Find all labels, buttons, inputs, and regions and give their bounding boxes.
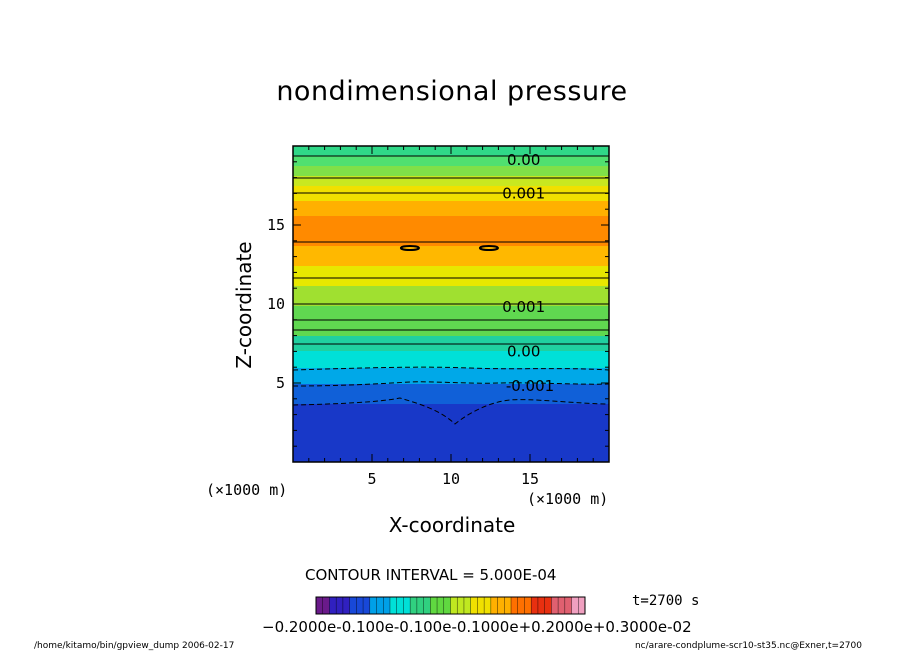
contour-label: 0.001	[502, 298, 545, 316]
colorbar-cell	[336, 597, 344, 614]
x-tick-label: 15	[521, 470, 539, 488]
field-band	[293, 201, 609, 216]
colorbar-cell	[389, 597, 397, 614]
contour-interval: CONTOUR INTERVAL = 5.000E-04	[305, 566, 557, 584]
contour-blob	[478, 245, 499, 251]
x-axis-label-text: X-coordinate	[388, 513, 516, 537]
field-band	[293, 246, 609, 266]
field-band	[293, 351, 609, 368]
contour-blob	[399, 245, 420, 251]
colorbar-cell	[410, 597, 418, 614]
contour-line-dashed	[292, 366, 610, 371]
colorbar-cell	[490, 597, 498, 614]
colorbar-cell	[450, 597, 458, 614]
x-tick-label: 10	[442, 470, 460, 488]
colorbar-cell	[531, 597, 539, 614]
colorbar-cell	[383, 597, 391, 614]
field-band	[293, 368, 609, 384]
colorbar-cell	[316, 597, 324, 614]
field-band	[293, 286, 609, 306]
x-axis-unit: (×1000 m)	[527, 490, 609, 508]
colorbar-cell	[470, 597, 478, 614]
colorbar-cell	[477, 597, 485, 614]
time-label: t=2700 s	[632, 593, 700, 609]
colorbar-cell	[423, 597, 431, 614]
field-band	[293, 166, 609, 176]
field-band	[293, 266, 609, 286]
colorbar-cell	[430, 597, 438, 614]
colorbar-cell	[349, 597, 357, 614]
colorbar-cell	[437, 597, 445, 614]
colorbar-cell	[524, 597, 532, 614]
contour-label: 0.001	[502, 184, 545, 202]
colorbar-cell	[363, 597, 371, 614]
colorbar-cell	[511, 597, 519, 614]
footer-right: nc/arare-condplume-scr10-st35.nc@Exner,t…	[634, 641, 862, 651]
field-band	[293, 216, 609, 246]
colorbar-cell	[564, 597, 572, 614]
field-band	[293, 306, 609, 336]
colorbar-cell	[376, 597, 384, 614]
field-band	[293, 384, 609, 404]
contour-line-dashed	[292, 397, 610, 425]
colorbar-cell	[484, 597, 492, 614]
x-axis-label: X-coordinate	[0, 513, 904, 537]
colorbar-cell	[342, 597, 350, 614]
colorbar-cell	[369, 597, 377, 614]
colorbar-cell	[443, 597, 451, 614]
colorbar-cell	[497, 597, 505, 614]
x-tick-label: 5	[367, 470, 376, 488]
footer-left: /home/kitamo/bin/gpview_dump 2006-02-17	[34, 641, 235, 651]
field-band	[293, 404, 609, 462]
colorbar-cell	[504, 597, 512, 614]
contour-label: 0.00	[507, 342, 540, 360]
y-tick-label: 15	[267, 216, 285, 234]
colorbar-cell	[396, 597, 404, 614]
chart-title: nondimensional pressure	[276, 76, 628, 107]
colorbar-cell	[457, 597, 465, 614]
colorbar-cell	[551, 597, 559, 614]
y-axis-unit: (×1000 m)	[206, 481, 288, 499]
colorbar-cell	[558, 597, 566, 614]
colorbar-cell	[403, 597, 411, 614]
colorbar-cell	[416, 597, 424, 614]
colorbar-cell	[329, 597, 337, 614]
colorbar-cell	[517, 597, 525, 614]
colorbar-cell	[544, 597, 552, 614]
colorbar-cell	[463, 597, 471, 614]
contour-label: -0.001	[506, 377, 554, 395]
colorbar-cell	[537, 597, 545, 614]
colorbar-labels: −0.2000e-0.100e-0.100e-0.1000e+0.2000e+0…	[262, 618, 692, 636]
colorbar-cell	[356, 597, 364, 614]
colorbar-frame	[315, 596, 586, 615]
field-band	[293, 156, 609, 166]
colorbar-cell	[578, 597, 586, 614]
colorbar-cell	[571, 597, 579, 614]
contour-label: 0.00	[507, 151, 540, 169]
field-band	[293, 176, 609, 186]
y-tick-label: 10	[267, 295, 285, 313]
colorbar-cell	[322, 597, 330, 614]
y-tick-label: 5	[276, 374, 285, 392]
